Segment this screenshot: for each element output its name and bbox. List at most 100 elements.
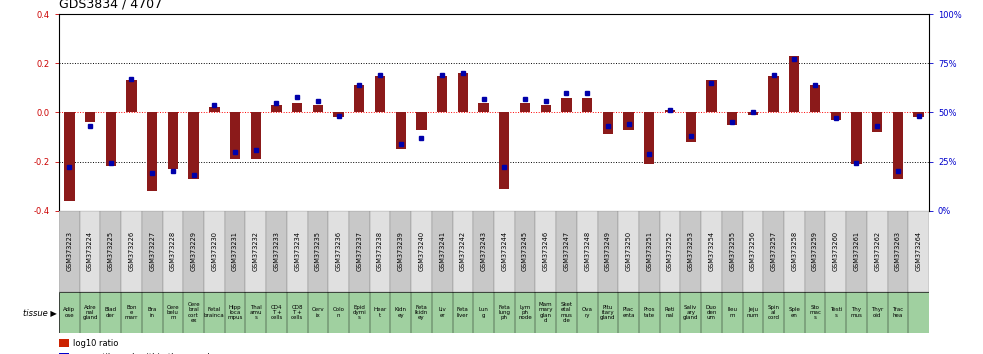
Text: GSM373226: GSM373226 <box>129 231 135 272</box>
Bar <box>846 211 867 292</box>
Text: Epid
dymi
s: Epid dymi s <box>353 304 367 320</box>
Bar <box>416 113 427 130</box>
Bar <box>473 211 494 292</box>
Text: Hear
t: Hear t <box>374 307 386 318</box>
Text: GSM373244: GSM373244 <box>501 231 507 272</box>
Bar <box>64 113 75 201</box>
Bar <box>80 211 100 292</box>
Bar <box>769 75 779 113</box>
Bar <box>370 211 390 292</box>
Text: GSM373263: GSM373263 <box>895 232 900 271</box>
Bar <box>582 98 593 113</box>
Text: Sket
etal
mus
cle: Sket etal mus cle <box>560 302 572 323</box>
Bar <box>292 103 303 113</box>
Bar <box>680 211 701 292</box>
Text: GSM373254: GSM373254 <box>709 231 715 272</box>
Bar <box>189 113 199 179</box>
Bar <box>271 105 282 113</box>
Bar <box>851 113 862 164</box>
Text: Pros
tate: Pros tate <box>644 307 655 318</box>
Bar <box>395 113 406 149</box>
Bar <box>251 113 260 159</box>
Bar <box>183 211 204 292</box>
Text: GSM373237: GSM373237 <box>356 232 363 271</box>
Bar <box>375 75 385 113</box>
Bar <box>333 113 344 117</box>
Text: Blad
der: Blad der <box>105 307 117 318</box>
Text: Feta
lkidn
ey: Feta lkidn ey <box>415 304 428 320</box>
Text: GSM373233: GSM373233 <box>273 232 279 271</box>
Text: Bra
in: Bra in <box>147 307 157 318</box>
Text: Duo
den
um: Duo den um <box>706 304 717 320</box>
Text: percentile rank within the sample: percentile rank within the sample <box>73 353 215 354</box>
Text: Ova
ry: Ova ry <box>582 307 593 318</box>
Text: GSM373255: GSM373255 <box>729 231 735 272</box>
Text: GSM373257: GSM373257 <box>771 231 777 272</box>
Bar <box>479 103 489 113</box>
Bar <box>561 98 572 113</box>
Text: Trac
hea: Trac hea <box>893 307 903 318</box>
Bar <box>872 113 883 132</box>
Bar <box>805 211 826 292</box>
Text: Plac
enta: Plac enta <box>622 307 635 318</box>
Bar <box>287 211 308 292</box>
Bar <box>209 108 219 113</box>
Text: Cerv
ix: Cerv ix <box>312 307 324 318</box>
Bar <box>541 105 550 113</box>
Bar <box>126 80 137 113</box>
Bar <box>452 211 473 292</box>
Bar <box>665 110 675 113</box>
Bar <box>644 113 655 164</box>
Text: Spin
al
cord: Spin al cord <box>768 304 780 320</box>
Text: Jeju
num: Jeju num <box>747 307 759 318</box>
Bar <box>162 211 183 292</box>
Text: GSM373258: GSM373258 <box>791 231 797 272</box>
Text: GSM373243: GSM373243 <box>481 232 487 271</box>
Text: GSM373253: GSM373253 <box>688 232 694 271</box>
Bar <box>623 113 634 130</box>
Bar <box>763 211 784 292</box>
Text: Adip
ose: Adip ose <box>63 307 76 318</box>
Bar <box>100 211 121 292</box>
Bar <box>437 75 447 113</box>
Bar <box>598 211 618 292</box>
Bar <box>354 85 365 113</box>
Bar <box>618 211 639 292</box>
Text: Colo
n: Colo n <box>332 307 345 318</box>
Text: GSM373247: GSM373247 <box>563 231 569 272</box>
Text: Sple
en: Sple en <box>788 307 800 318</box>
Bar <box>230 113 240 159</box>
Bar <box>328 211 349 292</box>
Bar <box>810 85 820 113</box>
Text: GSM373240: GSM373240 <box>419 231 425 272</box>
Text: GSM373230: GSM373230 <box>211 232 217 271</box>
Bar <box>147 113 157 191</box>
Bar <box>831 113 840 120</box>
Bar <box>913 113 924 117</box>
Text: GSM373251: GSM373251 <box>646 232 653 271</box>
Bar <box>168 113 178 169</box>
Text: Testi
s: Testi s <box>830 307 841 318</box>
Text: GSM373235: GSM373235 <box>315 232 320 271</box>
Bar <box>639 211 660 292</box>
Text: GSM373241: GSM373241 <box>439 232 445 271</box>
Text: Adre
nal
gland: Adre nal gland <box>83 304 97 320</box>
Text: Lym
ph
node: Lym ph node <box>518 304 532 320</box>
Bar <box>59 339 69 347</box>
Text: Liv
er: Liv er <box>438 307 446 318</box>
Text: GSM373259: GSM373259 <box>812 232 818 271</box>
Text: Ileu
m: Ileu m <box>727 307 737 318</box>
Text: GSM373264: GSM373264 <box>915 231 922 272</box>
Text: Thy
mus: Thy mus <box>850 307 862 318</box>
Bar <box>85 113 95 122</box>
Text: Thal
amu
s: Thal amu s <box>250 304 262 320</box>
Text: GSM373229: GSM373229 <box>191 232 197 271</box>
Text: GSM373248: GSM373248 <box>584 231 590 272</box>
Text: Feta
lung
ph: Feta lung ph <box>498 304 510 320</box>
Text: GSM373232: GSM373232 <box>253 232 259 271</box>
Text: GSM373249: GSM373249 <box>605 232 610 271</box>
Text: Thyr
oid: Thyr oid <box>871 307 884 318</box>
Text: Lun
g: Lun g <box>479 307 489 318</box>
Bar <box>59 211 80 292</box>
Text: Reti
nal: Reti nal <box>665 307 675 318</box>
